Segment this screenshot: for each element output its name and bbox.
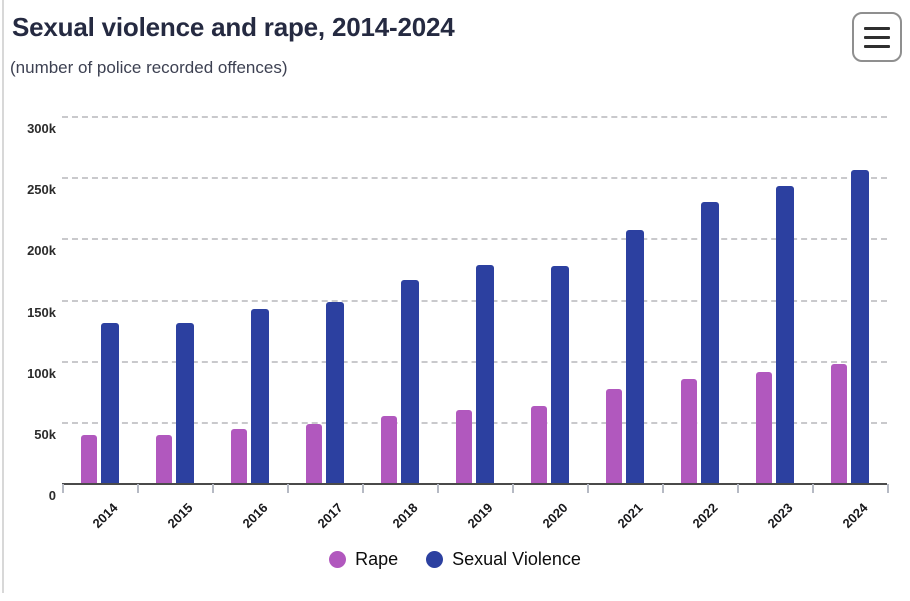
x-axis-tick	[887, 484, 889, 493]
x-axis-label-2022: 2022	[689, 500, 721, 532]
bar-rape-2021[interactable]	[605, 388, 622, 483]
bar-sexual-violence-2014[interactable]	[100, 322, 119, 483]
x-axis-tick	[812, 484, 814, 493]
bar-group-2018	[362, 116, 437, 483]
gridline-200k	[62, 238, 887, 241]
bar-group-2024	[812, 116, 887, 483]
x-axis-tick	[362, 484, 364, 493]
bar-sexual-violence-2021[interactable]	[625, 229, 644, 483]
bar-sexual-violence-2016[interactable]	[250, 309, 269, 483]
x-axis-label-2015: 2015	[164, 500, 196, 532]
bar-group-2022	[662, 116, 737, 483]
y-axis-label: 250k	[27, 182, 56, 198]
gridline-300k	[62, 116, 887, 118]
bar-rape-2014[interactable]	[80, 435, 97, 483]
bar-group-2023	[737, 116, 812, 483]
bar-group-2017	[287, 116, 362, 483]
bar-group-2016	[212, 116, 287, 483]
bar-sexual-violence-2019[interactable]	[475, 265, 494, 483]
x-axis-label-2018: 2018	[389, 500, 421, 532]
x-axis-label-2014: 2014	[89, 500, 121, 532]
bar-rape-2024[interactable]	[830, 364, 847, 483]
chart-subtitle: (number of police recorded offences)	[10, 58, 288, 77]
chart-menu-button[interactable]	[852, 12, 902, 62]
plot-area	[62, 116, 887, 485]
bar-sexual-violence-2024[interactable]	[850, 169, 869, 483]
bar-group-2014	[62, 116, 137, 483]
x-axis-tick	[62, 484, 64, 493]
legend: Rape Sexual Violence	[0, 549, 910, 570]
bar-group-2015	[137, 116, 212, 483]
bar-sexual-violence-2017[interactable]	[325, 301, 344, 483]
x-axis-tick	[512, 484, 514, 493]
legend-item-rape[interactable]: Rape	[329, 549, 398, 570]
bar-rape-2016[interactable]	[230, 429, 247, 483]
bar-group-2020	[512, 116, 587, 483]
bar-sexual-violence-2018[interactable]	[400, 279, 419, 483]
bar-sexual-violence-2022[interactable]	[700, 201, 719, 483]
chart-title: Sexual violence and rape, 2014-2024	[12, 12, 455, 42]
y-axis-label: 50k	[34, 426, 56, 442]
gridline-250k	[62, 177, 887, 180]
bar-group-2019	[437, 116, 512, 483]
y-axis-label: 100k	[27, 365, 56, 381]
legend-item-sexual-violence[interactable]: Sexual Violence	[426, 549, 581, 570]
x-axis-label-2023: 2023	[764, 500, 796, 532]
bar-sexual-violence-2015[interactable]	[175, 322, 194, 483]
legend-marker-icon	[329, 551, 347, 568]
bar-group-2021	[587, 116, 662, 483]
x-axis-tick	[437, 484, 439, 493]
card-left-border	[2, 0, 4, 593]
x-axis-tick	[212, 484, 214, 493]
y-axis-label: 150k	[27, 304, 56, 320]
x-axis-label-2017: 2017	[314, 500, 346, 532]
y-axis-label: 200k	[27, 243, 56, 259]
gridline-150k	[62, 299, 887, 302]
gridline-100k	[62, 360, 887, 363]
x-axis-tick	[287, 484, 289, 493]
bar-rape-2015[interactable]	[155, 435, 172, 483]
bar-rape-2020[interactable]	[530, 405, 547, 483]
bar-rape-2017[interactable]	[305, 424, 322, 483]
bar-rape-2019[interactable]	[455, 409, 472, 483]
bar-rape-2018[interactable]	[380, 415, 397, 483]
x-axis-label-2021: 2021	[614, 500, 646, 532]
legend-marker-icon	[426, 551, 444, 568]
x-axis-tick	[137, 484, 139, 493]
x-axis-tick	[587, 484, 589, 493]
bar-sexual-violence-2023[interactable]	[775, 185, 794, 483]
x-axis-tick	[662, 484, 664, 493]
gridline-50k	[62, 421, 887, 424]
y-axis-label: 0	[48, 488, 56, 503]
bar-rape-2022[interactable]	[680, 379, 697, 483]
legend-label: Sexual Violence	[452, 549, 581, 569]
x-axis-label-2019: 2019	[464, 500, 496, 532]
x-axis-label-2020: 2020	[539, 500, 571, 532]
bar-rape-2023[interactable]	[755, 371, 772, 483]
bar-sexual-violence-2020[interactable]	[550, 266, 569, 483]
legend-label: Rape	[355, 549, 399, 569]
x-axis-label-2016: 2016	[239, 500, 271, 532]
x-axis-label-2024: 2024	[839, 500, 871, 532]
y-axis-label: 300k	[27, 121, 56, 136]
x-axis-tick	[737, 484, 739, 493]
